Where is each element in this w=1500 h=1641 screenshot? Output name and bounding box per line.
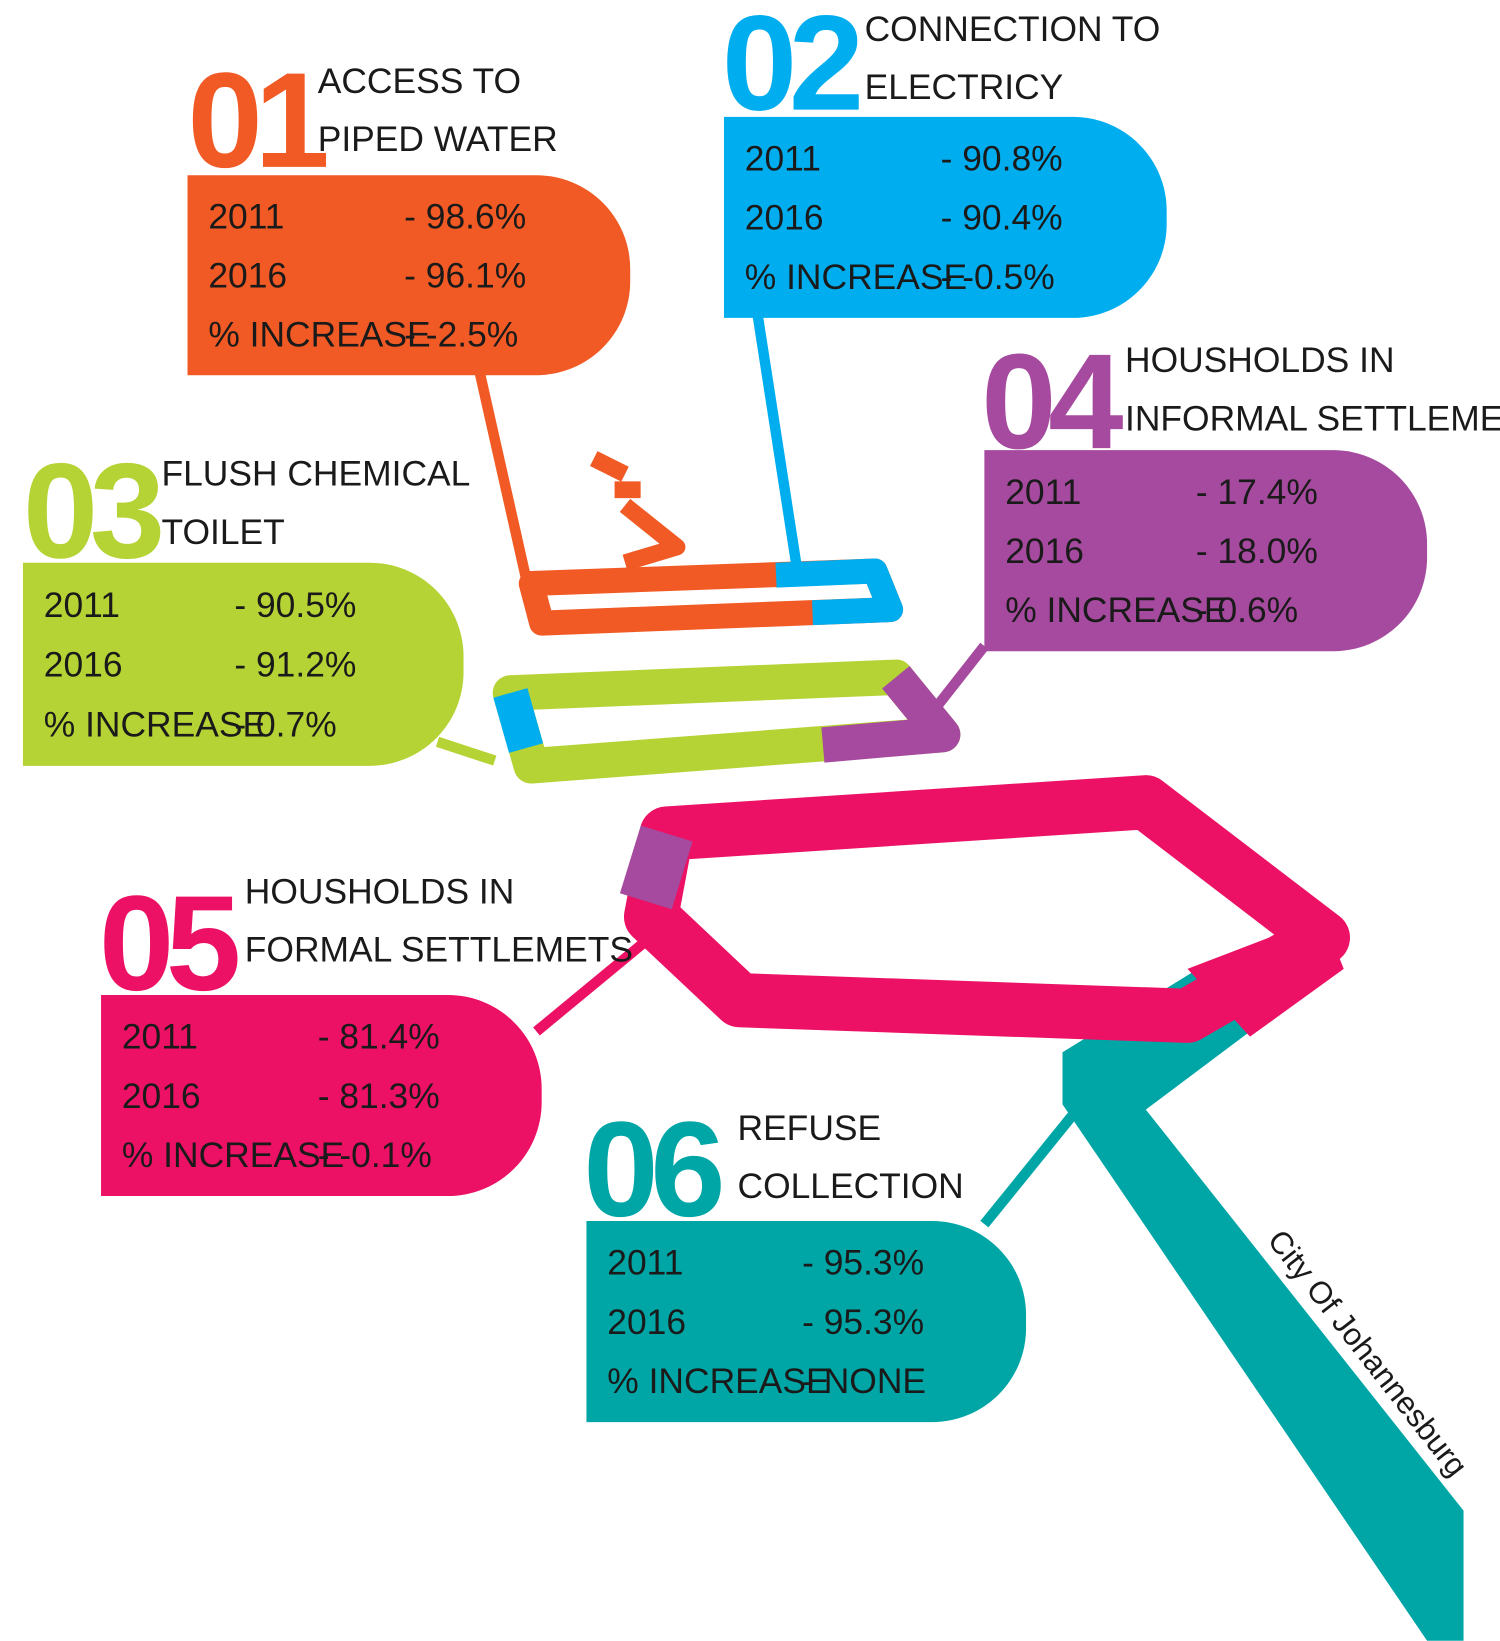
row-label: 2011 [122,1017,198,1057]
row-label: 2016 [44,645,123,685]
panel-number: 06 [583,1093,721,1245]
row-label: % INCREASE [44,704,266,744]
row-value: - 96.1% [404,255,526,295]
panel-title: HOUSHOLDS IN [245,871,515,911]
row-label: % INCREASE [122,1135,344,1175]
panel-number: 04 [981,325,1123,477]
row-label: 2011 [607,1243,683,1283]
row-value: - 18.0% [1196,531,1318,571]
row-label: % INCREASE [208,314,430,354]
infographic: City Of Johannesburg 01ACCESS TOPIPED WA… [0,0,1500,1641]
panel-title: ELECTRICY [865,67,1064,107]
panel-title: FLUSH CHEMICAL [161,454,470,494]
row-label: 2016 [122,1076,201,1116]
row-label: 2016 [1005,531,1084,571]
row-label: 2011 [1005,472,1081,512]
panel-title: INFORMAL SETTLEMETS [1125,398,1500,438]
panel-title: HOUSHOLDS IN [1125,340,1395,380]
panel-number: 05 [99,867,238,1019]
row-label: 2016 [208,255,287,295]
panel-number: 01 [188,44,327,196]
panel-title: FORMAL SETTLEMETS [245,930,633,970]
row-label: 2011 [745,139,821,179]
panel-number: 02 [722,0,859,139]
row-value: - 98.6% [404,197,526,237]
panel-title: ACCESS TO [318,61,521,101]
row-value: - 91.2% [234,645,356,685]
row-value: - 90.5% [234,585,356,625]
panel-title: PIPED WATER [318,119,558,159]
row-label: 2016 [607,1302,686,1342]
row-label: 2011 [44,585,120,625]
row-label: 2016 [745,198,824,238]
row-value: - -0.5% [941,257,1055,297]
row-value: - 0.7% [234,704,336,744]
row-value: - 95.3% [802,1243,924,1283]
row-value: - 81.4% [318,1017,440,1057]
row-value: - 90.4% [941,198,1063,238]
row-value: - NONE [802,1361,926,1401]
panel-number: 03 [23,434,161,586]
panel-title: CONNECTION TO [865,9,1161,49]
row-label: 2011 [208,197,284,237]
row-label: % INCREASE [1005,590,1227,630]
panel-title: COLLECTION [738,1166,964,1206]
row-label: % INCREASE [607,1361,829,1401]
row-value: - -0.1% [318,1135,432,1175]
panel: 06 REFUSE COLLECTION 2011 - 95.3% 2016 - 95.3%… [583,1093,1026,1422]
row-value: - 95.3% [802,1302,924,1342]
row-value: - 0.6% [1196,590,1298,630]
row-value: - 81.3% [318,1076,440,1116]
panel-title: REFUSE [738,1108,882,1148]
row-value: - 17.4% [1196,472,1318,512]
panel-title: TOILET [161,512,284,552]
row-value: - -2.5% [404,314,518,354]
row-label: % INCREASE [745,257,967,297]
row-value: - 90.8% [941,139,1063,179]
